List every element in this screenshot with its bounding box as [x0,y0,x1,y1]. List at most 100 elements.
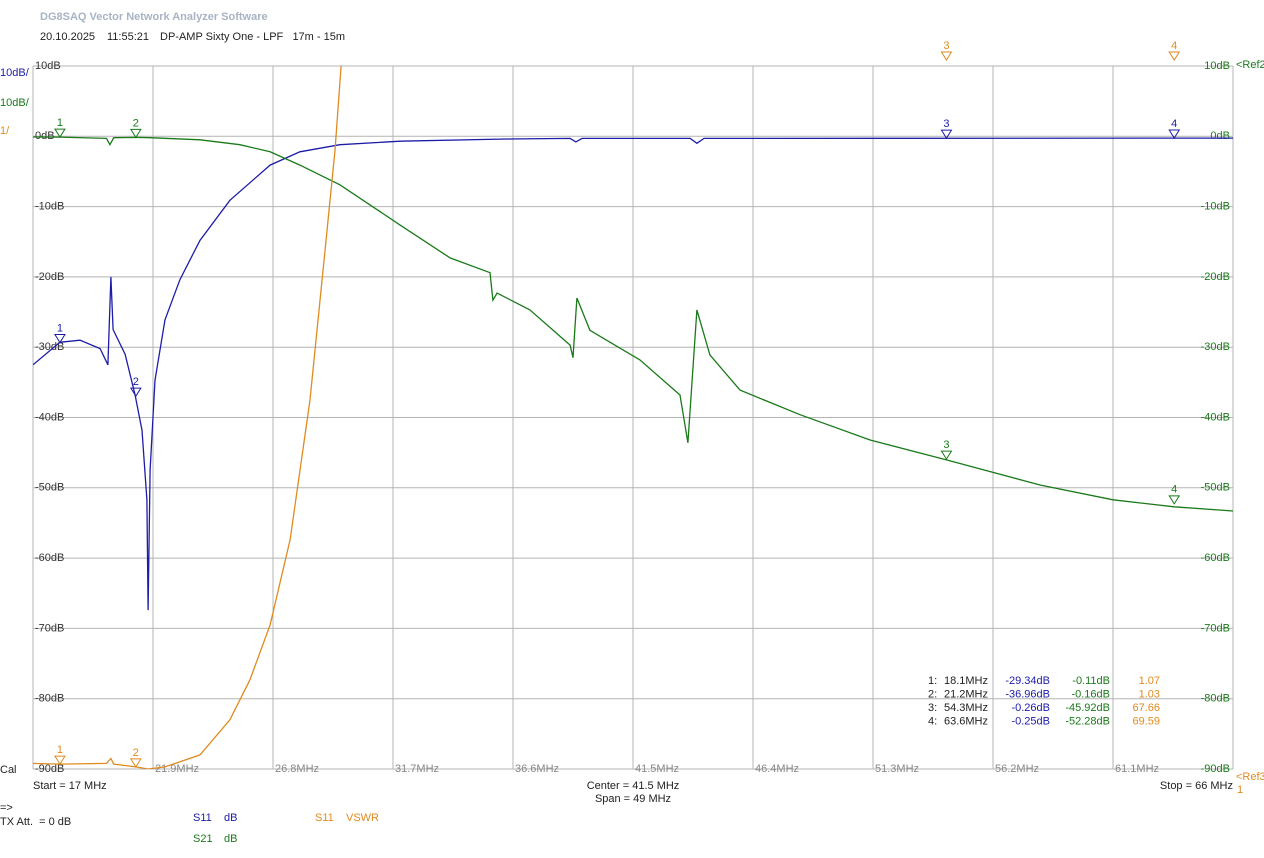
table-freq: 21.2MHz [944,688,988,700]
x-tick-label: 26.8MHz [275,763,319,775]
app-title: DG8SAQ Vector Network Analyzer Software [40,11,268,23]
table-id: 2: [928,688,937,700]
marker-triangle [1168,495,1181,505]
table-value: -0.16dB [1071,688,1110,700]
marker-triangle [129,128,142,139]
traces [33,66,1233,769]
marker-triangle [1168,129,1181,140]
marker-number: 4 [1171,484,1177,496]
stop-label: Stop = 66 MHz [1160,780,1233,792]
table-id: 1: [928,675,937,687]
marker-number: 3 [943,40,949,52]
y-tick-label-right: -10dB [1201,201,1230,213]
x-tick-label: 36.6MHz [515,763,559,775]
scale-label: 10dB/ [0,67,30,79]
table-value: -52.28dB [1065,715,1110,727]
x-tick-label: 21.9MHz [155,763,199,775]
legend-name: S11 [193,812,212,824]
marker-number: 1 [57,117,63,129]
scale-label: 1/ [0,125,10,137]
ref-label: <Ref2 [1236,59,1264,71]
arrow: => [0,802,13,814]
table-value: -45.92dB [1065,702,1110,714]
trace [33,137,1233,611]
y-tick-label: -40dB [35,411,64,423]
trace [33,136,1233,512]
marker-triangle [1168,51,1181,61]
x-tick-label: 56.2MHz [995,763,1039,775]
y-tick-label-right: -80dB [1201,693,1230,705]
time: 11:55:21 [107,31,149,43]
ref-label: <Ref3 [1236,771,1264,783]
x-tick-label: 31.7MHz [395,763,439,775]
y-tick-label-right: 10dB [1204,60,1230,72]
table-value: 1.03 [1139,688,1160,700]
marker-triangle [54,128,66,139]
marker-number: 4 [1171,40,1177,52]
marker-triangle [940,129,953,140]
marker-triangle [129,387,142,398]
y-tick-label-right: -50dB [1201,482,1230,494]
marker-number: 2 [133,747,139,759]
y-tick-label: -90dB [35,763,64,775]
center-label: Center = 41.5 MHz [587,780,680,792]
y-tick-label-right: -40dB [1201,411,1230,423]
marker-triangle [940,51,953,61]
x-tick-label: 51.3MHz [875,763,919,775]
table-value: 69.59 [1132,715,1160,727]
marker-table [925,673,1165,729]
x-tick-label: 41.5MHz [635,763,679,775]
table-id: 3: [928,702,937,714]
y-tick-label: -20dB [35,271,64,283]
start-label: Start = 17 MHz [33,780,107,792]
x-tick-label: 61.1MHz [1115,763,1159,775]
tx-att: TX Att. = 0 dB [0,816,71,828]
table-value: 1.07 [1139,675,1160,687]
description: DP-AMP Sixty One - LPF 17m - 15m [160,31,345,43]
table-value: -29.34dB [1005,675,1050,687]
table-value: -36.96dB [1005,688,1050,700]
table-value: -0.25dB [1011,715,1050,727]
y-tick-label: 0dB [35,130,55,142]
legend-name: S21 [193,833,213,845]
marker-triangle [54,334,66,344]
y-tick-label-right: 0dB [1210,130,1230,142]
table-id: 4: [928,715,937,727]
y-tick-label-right: -60dB [1201,552,1230,564]
marker-number: 3 [943,118,949,130]
table-freq: 18.1MHz [944,675,988,687]
legend-unit: dB [224,812,237,824]
marker-triangle [54,755,66,766]
table-value: -0.26dB [1011,702,1050,714]
y-tick-label: -80dB [35,693,64,705]
x-tick-label: 46.4MHz [755,763,799,775]
y-tick-label-right: -30dB [1201,341,1230,353]
marker-number: 3 [943,439,949,451]
date: 20.10.2025 [40,31,95,43]
legend-name: S11 [315,812,334,824]
trace [33,66,342,769]
marker-number: 1 [57,744,63,756]
y-tick-label: 10dB [35,60,61,72]
grid [32,65,1234,770]
marker-triangle [940,450,953,461]
table-value: 67.66 [1132,702,1160,714]
legend-unit: VSWR [346,812,379,824]
y-tick-label: -10dB [35,201,64,213]
table-freq: 63.6MHz [944,715,988,727]
marker-triangle [129,758,142,768]
marker-number: 4 [1171,118,1177,130]
y-tick-label-right: -70dB [1201,622,1230,634]
ref-value: 1 [1237,784,1243,796]
legend-unit: dB [224,833,237,845]
marker-number: 1 [57,322,63,334]
scale-label: 10dB/ [0,97,30,109]
y-tick-label: -70dB [35,622,64,634]
span-label: Span = 49 MHz [595,793,671,805]
y-tick-label-right: -20dB [1201,271,1230,283]
table-value: -0.11dB [1072,675,1110,687]
marker-number: 2 [133,376,139,388]
table-freq: 54.3MHz [944,702,988,714]
